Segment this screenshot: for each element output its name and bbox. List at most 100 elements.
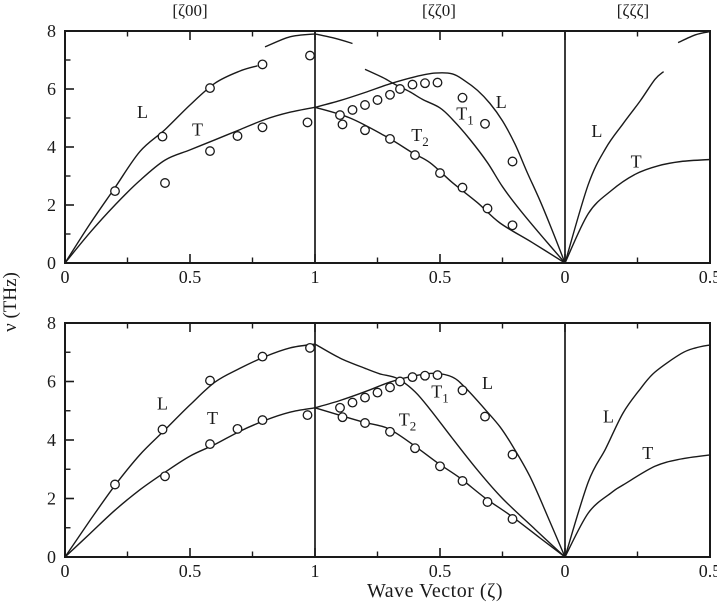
- data-point: [395, 84, 405, 94]
- curve-l-seg1: [314, 72, 566, 264]
- curve-l-zone-arc-seg2: [677, 30, 711, 44]
- y-tick-label: 8: [47, 313, 56, 333]
- data-point: [435, 168, 445, 179]
- branch-label: T1: [431, 382, 449, 406]
- direction-label-zzz: [ζζζ]: [616, 1, 650, 20]
- panel-frame: [64, 322, 711, 558]
- x-tick-label: 0: [61, 267, 70, 287]
- ticks: 0 2 4 6 8 0 0.5 1 0.5 0 0.5: [47, 313, 717, 581]
- x-tick-label: 0.5: [699, 561, 717, 581]
- data-point: [385, 426, 395, 437]
- x-tick-label: 0.5: [429, 267, 452, 287]
- data-point: [457, 385, 468, 396]
- y-tick-label: 2: [47, 195, 56, 215]
- data-point: [160, 471, 170, 482]
- data-point: [410, 443, 420, 454]
- data-point: [482, 497, 493, 507]
- branch-label: T: [631, 151, 642, 171]
- data-point: [302, 117, 313, 128]
- curve-l-zone-arc-seg1: [314, 33, 353, 45]
- curve-t-seg0: [64, 407, 316, 558]
- direction-label-z00: [ζ00]: [172, 1, 208, 20]
- data-point: [360, 392, 370, 403]
- data-point: [507, 220, 518, 231]
- y-tick-label: 2: [47, 489, 56, 509]
- data-point: [457, 92, 468, 103]
- data-point: [347, 397, 358, 408]
- data-point: [160, 178, 170, 188]
- curve-t-seg2: [564, 158, 711, 264]
- curve-t2-seg1: [314, 407, 566, 558]
- data-point: [435, 461, 445, 472]
- branch-label: T1: [456, 104, 474, 128]
- y-tick-label: 4: [47, 430, 56, 450]
- data-point: [410, 150, 420, 161]
- data-point: [232, 131, 243, 141]
- direction-label-zz0: [ζζ0]: [422, 1, 456, 20]
- data-point: [205, 83, 215, 94]
- x-tick-label: 0.5: [429, 561, 452, 581]
- data-point: [385, 89, 395, 100]
- y-tick-label: 8: [47, 21, 56, 41]
- branch-label: L: [157, 393, 168, 413]
- data-point: [407, 372, 418, 383]
- data-point: [407, 79, 418, 90]
- branch-label: T2: [399, 409, 417, 433]
- data-point: [507, 514, 518, 524]
- curve-t1-seg1: [314, 343, 566, 558]
- y-tick-label: 6: [47, 79, 56, 99]
- data-point: [110, 479, 120, 490]
- data-point: [480, 411, 490, 422]
- curve-l-seg0: [64, 343, 316, 558]
- branch-label: L: [591, 121, 602, 141]
- branch-label: T: [207, 408, 218, 428]
- x-tick-label: 0: [561, 561, 570, 581]
- panel-bottom: 0 2 4 6 8 0 0.5 1 0.5 0 0.5 L T T2 T1 L L T: [47, 313, 717, 581]
- curve-l-seg1: [314, 372, 566, 558]
- data-point: [360, 100, 370, 110]
- branch-label: T: [192, 119, 203, 139]
- data-point: [157, 131, 168, 142]
- x-tick-label: 1: [311, 561, 320, 581]
- curve-l-seg2: [564, 71, 665, 264]
- curve-t-seg0: [64, 106, 316, 264]
- y-tick-label: 0: [47, 253, 56, 273]
- y-tick-label: 4: [47, 137, 56, 157]
- data-point: [257, 351, 268, 362]
- data-point: [205, 375, 215, 386]
- data-point: [302, 410, 313, 421]
- panel-frame: [64, 30, 711, 264]
- data-point: [432, 370, 443, 381]
- data-point: [257, 122, 268, 133]
- data-point: [457, 182, 468, 193]
- data-point: [305, 50, 315, 61]
- data-point: [337, 119, 348, 130]
- y-tick-label: 0: [47, 547, 56, 567]
- branch-label: L: [496, 92, 507, 112]
- panel-top: 0 2 4 6 8 0 0.5 1 0.5 0 0.5 L T T2 T1 L L T: [47, 21, 717, 287]
- data-point: [335, 110, 345, 121]
- data-point: [257, 59, 268, 70]
- curve-t-seg2: [564, 454, 711, 558]
- branch-label: L: [603, 407, 614, 427]
- data-point: [347, 104, 358, 115]
- data-point: [507, 449, 518, 460]
- data-point: [257, 415, 268, 426]
- data-point: [232, 423, 243, 434]
- data-point: [480, 118, 490, 129]
- data-point: [305, 342, 315, 353]
- x-tick-label: 0.5: [179, 561, 202, 581]
- x-tick-label: 0.5: [179, 267, 202, 287]
- data-point: [395, 376, 405, 387]
- data-point: [337, 412, 348, 423]
- data-point: [385, 133, 395, 144]
- data-point: [335, 402, 345, 413]
- x-tick-label: 0: [561, 267, 570, 287]
- x-tick-label: 0: [61, 561, 70, 581]
- branch-label: T2: [411, 125, 429, 149]
- data-point: [507, 156, 518, 167]
- curve-l-zone-arc-seg0: [264, 33, 316, 48]
- data-point: [482, 203, 493, 214]
